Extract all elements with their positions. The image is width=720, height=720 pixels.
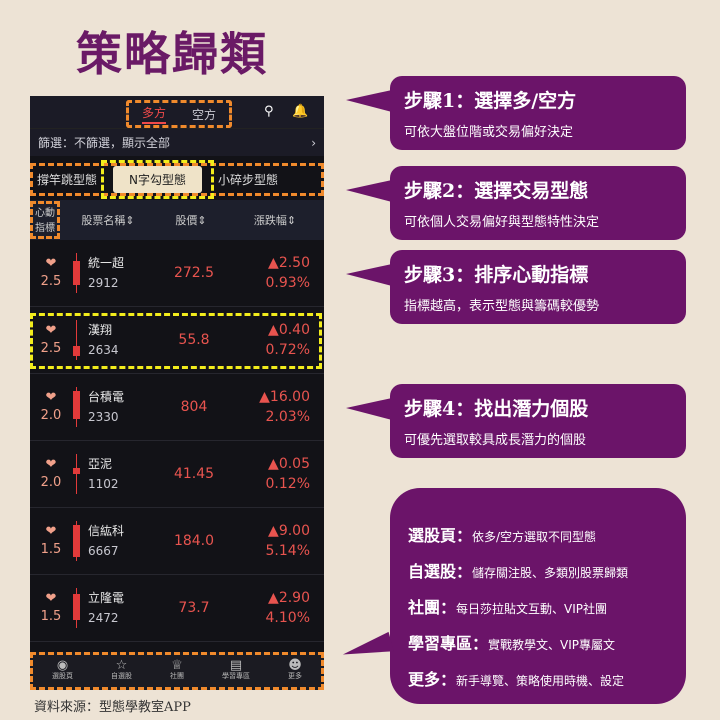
page-title: 策略歸類 <box>76 27 268 81</box>
price-cell: 41.45 <box>173 466 215 482</box>
tab-short[interactable]: 空方 <box>191 107 216 122</box>
nav-item[interactable]: ☻ 更多 <box>288 658 302 680</box>
col-change-header[interactable]: 漲跌幅⇕ <box>253 214 297 227</box>
filter-label: 篩選：不篩選，顯示全部 <box>38 136 171 150</box>
pattern-tab[interactable]: 撐竿跳型態 <box>37 173 98 187</box>
step-callout: 步驟1：選擇多/空方 可依大盤位階或交易偏好決定 <box>346 76 686 150</box>
step-callout: 步驟3：排序心動指標 指標越高，表示型態與籌碼較優勢 <box>346 250 686 324</box>
heart-icon: ❤ <box>45 457 57 472</box>
feature-item: 選股頁：依多/空方選取不同型態 <box>408 526 597 545</box>
nav-item[interactable]: ☆ 自選股 <box>111 658 132 680</box>
candlestick-icon <box>72 521 82 561</box>
score-cell: ❤ 2.5 <box>40 256 62 289</box>
nav-icon: ☆ <box>115 658 128 673</box>
feature-item: 更多：新手導覽、策略使用時機、設定 <box>408 670 625 689</box>
nav-item[interactable]: ♕ 社團 <box>170 658 184 680</box>
heart-icon: ❤ <box>45 390 57 405</box>
table-row[interactable]: ❤ 2.0 亞泥 1102 41.45 ▲0.05 0.12% <box>30 441 324 508</box>
table-row[interactable]: ❤ 1.5 立隆電 2472 73.7 ▲2.90 4.10% <box>30 575 324 642</box>
pattern-tab-selected[interactable]: N字勾型態 <box>101 160 214 199</box>
change-cell: ▲9.00 5.14% <box>265 523 310 559</box>
change-cell: ▲2.50 0.93% <box>265 255 310 291</box>
candlestick-icon <box>72 387 82 427</box>
heart-icon: ❤ <box>45 323 57 338</box>
heart-icon: ❤ <box>45 591 57 606</box>
score-cell: ❤ 2.0 <box>40 457 62 490</box>
filter-bar[interactable]: 篩選：不篩選，顯示全部 › <box>30 128 324 156</box>
heart-icon: ❤ <box>45 524 57 539</box>
candlestick-icon <box>72 454 82 494</box>
table-row[interactable]: ❤ 2.0 台積電 2330 804 ▲16.00 2.03% <box>30 374 324 441</box>
stock-name-cell: 信紘科 6667 <box>88 524 125 558</box>
nav-icon: ◉ <box>56 658 69 673</box>
pattern-tab[interactable]: 小碎步型態 <box>218 173 279 187</box>
score-cell: ❤ 2.0 <box>40 390 62 423</box>
search-icon[interactable]: ⚲ <box>264 104 274 119</box>
app-header: 多方 空方 ⚲ 🔔 <box>30 96 324 128</box>
long-short-tabs: 多方 空方 <box>126 100 232 128</box>
pattern-tabs: 撐竿跳型態 N字勾型態 小碎步型態 <box>30 160 324 199</box>
nav-icon: ♕ <box>171 658 183 673</box>
candlestick-icon <box>72 320 82 360</box>
stock-name-cell: 台積電 2330 <box>88 390 125 424</box>
table-header: 心動指標 股票名稱⇕ 股價⇕ 漲跌幅⇕ <box>30 200 324 240</box>
nav-icon: ▤ <box>229 658 243 673</box>
price-cell: 55.8 <box>178 332 210 348</box>
score-cell: ❤ 1.5 <box>40 591 62 624</box>
change-cell: ▲16.00 2.03% <box>259 389 310 425</box>
table-row[interactable]: ❤ 1.5 信紘科 6667 184.0 ▲9.00 5.14% <box>30 508 324 575</box>
feature-item: 自選股：儲存關注股、多類別股票歸類 <box>408 562 629 581</box>
chevron-right-icon: › <box>311 135 316 150</box>
price-cell: 272.5 <box>173 265 215 281</box>
col-price-header[interactable]: 股價⇕ <box>175 214 207 227</box>
score-cell: ❤ 2.5 <box>40 323 62 356</box>
source-note: 資料來源：型態學教室APP <box>34 700 191 715</box>
candlestick-icon <box>72 588 82 628</box>
change-cell: ▲0.05 0.12% <box>265 456 310 492</box>
stock-list: ❤ 2.5 統一超 2912 272.5 ▲2.50 0.93% ❤ 2.5 漢翔 263… <box>30 240 324 642</box>
price-cell: 804 <box>180 399 208 415</box>
candlestick-icon <box>72 253 82 293</box>
nav-item[interactable]: ▤ 學習專區 <box>222 658 250 680</box>
stock-name-cell: 統一超 2912 <box>88 256 125 290</box>
price-cell: 184.0 <box>173 533 215 549</box>
step-callout: 步驟2：選擇交易型態 可依個人交易偏好與型態特性決定 <box>346 166 686 240</box>
stock-name-cell: 亞泥 1102 <box>88 457 119 491</box>
feature-item: 社團：每日莎拉貼文互動、VIP社團 <box>408 598 608 617</box>
stock-name-cell: 立隆電 2472 <box>88 591 125 625</box>
step-callout: 步驟4：找出潛力個股 可優先選取較具成長潛力的個股 <box>346 384 686 458</box>
stock-name-cell: 漢翔 2634 <box>88 323 119 357</box>
table-row[interactable]: ❤ 2.5 漢翔 2634 55.8 ▲0.40 0.72% <box>30 307 324 374</box>
table-row[interactable]: ❤ 2.5 統一超 2912 272.5 ▲2.50 0.93% <box>30 240 324 307</box>
change-cell: ▲0.40 0.72% <box>265 322 310 358</box>
col-name-header[interactable]: 股票名稱⇕ <box>81 214 135 227</box>
features-callout: 選股頁：依多/空方選取不同型態自選股：儲存關注股、多類別股票歸類 社團：每日莎拉貼… <box>390 488 686 704</box>
heart-icon: ❤ <box>45 256 57 271</box>
tab-long[interactable]: 多方 <box>141 104 166 124</box>
change-cell: ▲2.90 4.10% <box>265 590 310 626</box>
nav-item[interactable]: ◉ 選股頁 <box>52 658 73 680</box>
bottom-nav: ◉ 選股頁 ☆ 自選股 ♕ 社團 ▤ 學習專區 ☻ 更多 <box>30 652 324 690</box>
price-cell: 73.7 <box>178 600 210 616</box>
score-cell: ❤ 1.5 <box>40 524 62 557</box>
sort-score-header[interactable]: 心動指標 <box>30 201 60 239</box>
app-screenshot: 多方 空方 ⚲ 🔔 篩選：不篩選，顯示全部 › 撐竿跳型態 N字勾型態 小碎步型… <box>30 96 324 690</box>
nav-icon: ☻ <box>288 658 302 673</box>
feature-item: 學習專區：實戰教學文、VIP專屬文 <box>408 634 616 653</box>
bell-icon[interactable]: 🔔 <box>292 104 309 119</box>
